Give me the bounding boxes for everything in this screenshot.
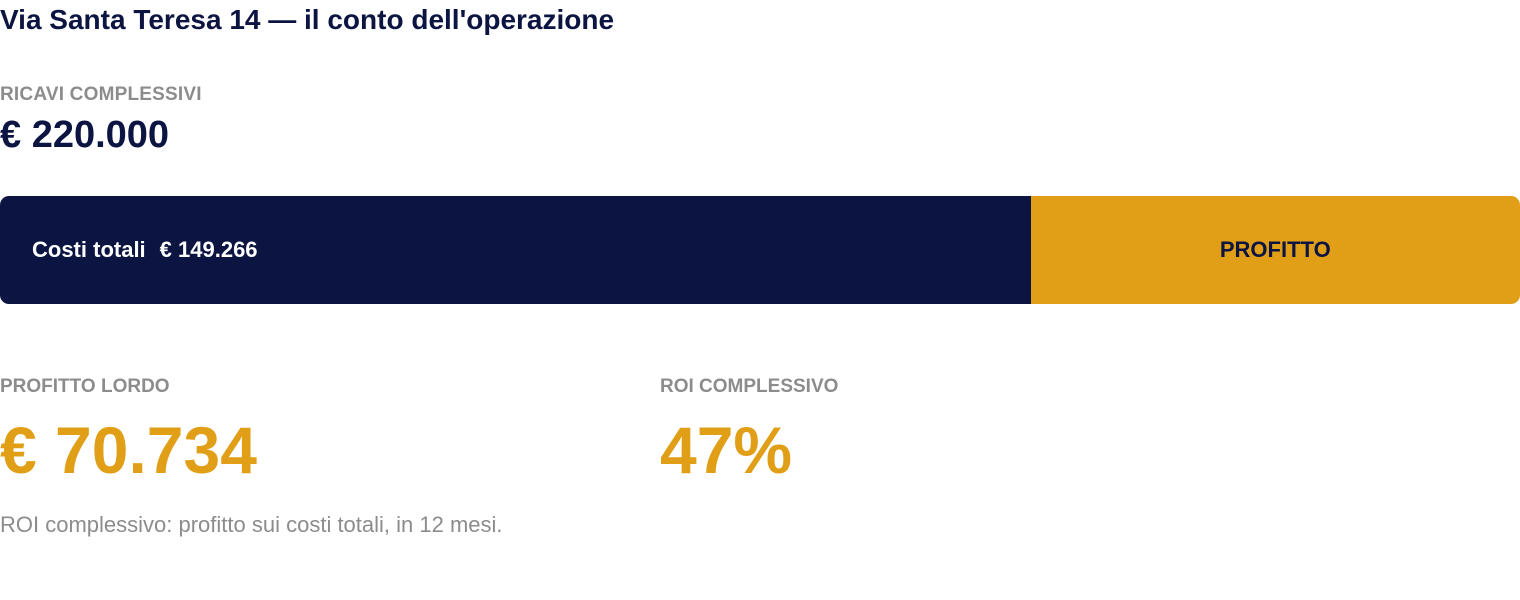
- costs-segment: Costi totali € 149.266: [0, 196, 1031, 304]
- costs-label: Costi totali: [32, 237, 146, 262]
- gross-profit-label: PROFITTO LORDO: [0, 376, 170, 397]
- page-title: Via Santa Teresa 14 — il conto dell'oper…: [0, 4, 615, 35]
- revenue-label: RICAVI COMPLESSIVI: [0, 84, 202, 105]
- roi-label: ROI COMPLESSIVO: [660, 376, 839, 397]
- roi-value: 47%: [660, 413, 793, 487]
- gross-profit-value: € 70.734: [0, 413, 257, 487]
- roi-footnote: ROI complessivo: profitto sui costi tota…: [0, 512, 503, 537]
- costs-value: € 149.266: [159, 237, 258, 262]
- profit-segment-label: PROFITTO: [1219, 237, 1331, 262]
- profit-segment: PROFITTO: [1030, 196, 1520, 304]
- cost-profit-bar: Costi totali € 149.266 PROFITTO: [0, 196, 1520, 304]
- revenue-value: € 220.000: [0, 114, 170, 156]
